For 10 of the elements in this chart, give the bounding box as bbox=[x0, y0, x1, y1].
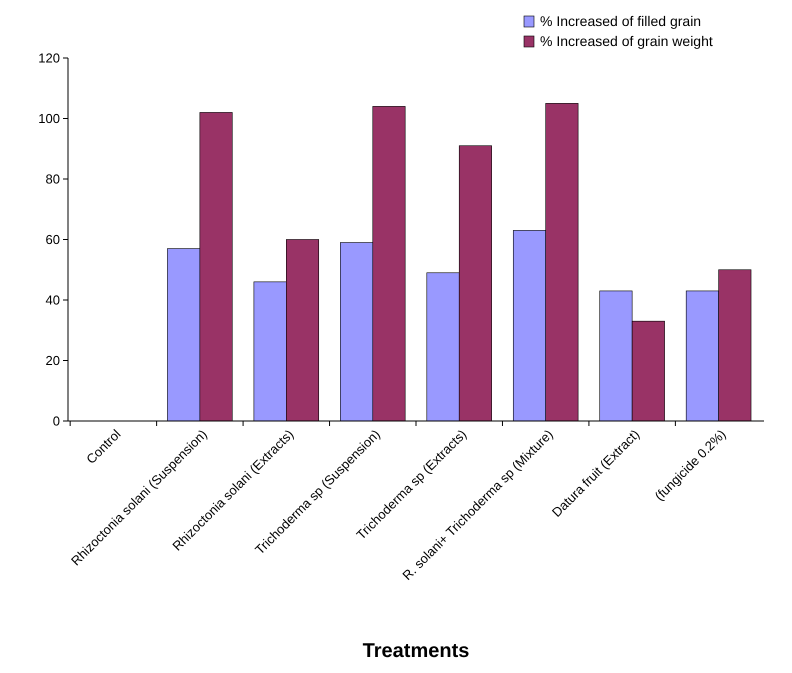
legend-label: % Increased of grain weight bbox=[540, 33, 713, 49]
y-tick-label: 60 bbox=[46, 232, 60, 248]
legend-label: % Increased of filled grain bbox=[540, 13, 702, 29]
y-tick-label: 120 bbox=[38, 50, 60, 66]
y-tick-label: 80 bbox=[46, 172, 60, 187]
y-tick-label: 40 bbox=[46, 292, 60, 308]
y-tick-label: 20 bbox=[46, 353, 60, 368]
y-tick-label: 0 bbox=[52, 414, 60, 429]
y-tick-label: 100 bbox=[38, 111, 60, 126]
x-axis-title: Treatments bbox=[362, 640, 470, 662]
